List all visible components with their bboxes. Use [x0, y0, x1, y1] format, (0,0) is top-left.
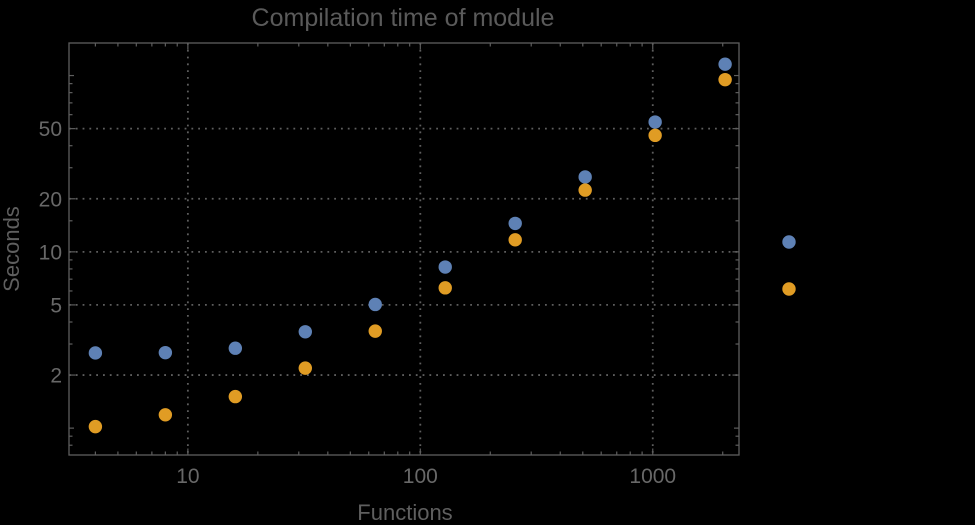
data-point-series-orange-x4 [88, 419, 103, 434]
data-point-series-blue-x4 [88, 346, 103, 360]
data-point-series-orange-x64 [368, 324, 382, 338]
x-tick-label-10: 10 [176, 465, 199, 488]
data-point-series-blue-x256 [508, 216, 522, 231]
tick-marks [69, 43, 739, 455]
data-point-series-orange-x512 [578, 183, 592, 197]
y-tick-label-2: 2 [50, 365, 62, 388]
data-point-series-orange-x128 [438, 281, 452, 295]
y-tick-label-20: 20 [39, 188, 62, 211]
data-point-series-blue-x8 [158, 345, 173, 360]
data-points [88, 57, 732, 434]
data-point-series-blue-x512 [578, 170, 592, 184]
y-tick-label-50: 50 [39, 118, 62, 141]
data-point-series-orange-x8 [158, 408, 173, 422]
x-axis-label: Functions [357, 500, 452, 525]
data-point-series-blue-x2048 [718, 57, 732, 71]
data-point-series-blue-x32 [298, 325, 312, 339]
plot-frame [68, 42, 740, 456]
gridlines [69, 43, 739, 455]
data-point-series-orange-x2048 [718, 72, 732, 87]
data-point-series-orange-x256 [508, 233, 522, 247]
x-tick-label-1000: 1000 [629, 465, 676, 488]
tick-labels: 10 100 1000 2 5 10 20 50 [39, 118, 676, 488]
y-tick-label-5: 5 [50, 294, 62, 317]
data-point-series-blue-x128 [438, 260, 452, 274]
x-tick-label-100: 100 [403, 465, 438, 488]
data-point-series-orange-x16 [228, 389, 243, 404]
data-point-series-blue-x64 [368, 297, 382, 312]
legend-marker-series-orange [782, 282, 796, 296]
legend-markers [782, 235, 796, 296]
chart-title: Compilation time of module [252, 4, 555, 32]
data-point-series-blue-x1024 [648, 115, 662, 129]
y-tick-label-10: 10 [39, 241, 62, 264]
plot-frame-rect [68, 42, 740, 456]
data-point-series-orange-x32 [298, 361, 312, 375]
legend-marker-series-blue [782, 235, 796, 249]
y-axis-label: Seconds [0, 206, 24, 292]
data-point-series-orange-x1024 [648, 128, 662, 143]
data-point-series-blue-x16 [228, 341, 243, 355]
